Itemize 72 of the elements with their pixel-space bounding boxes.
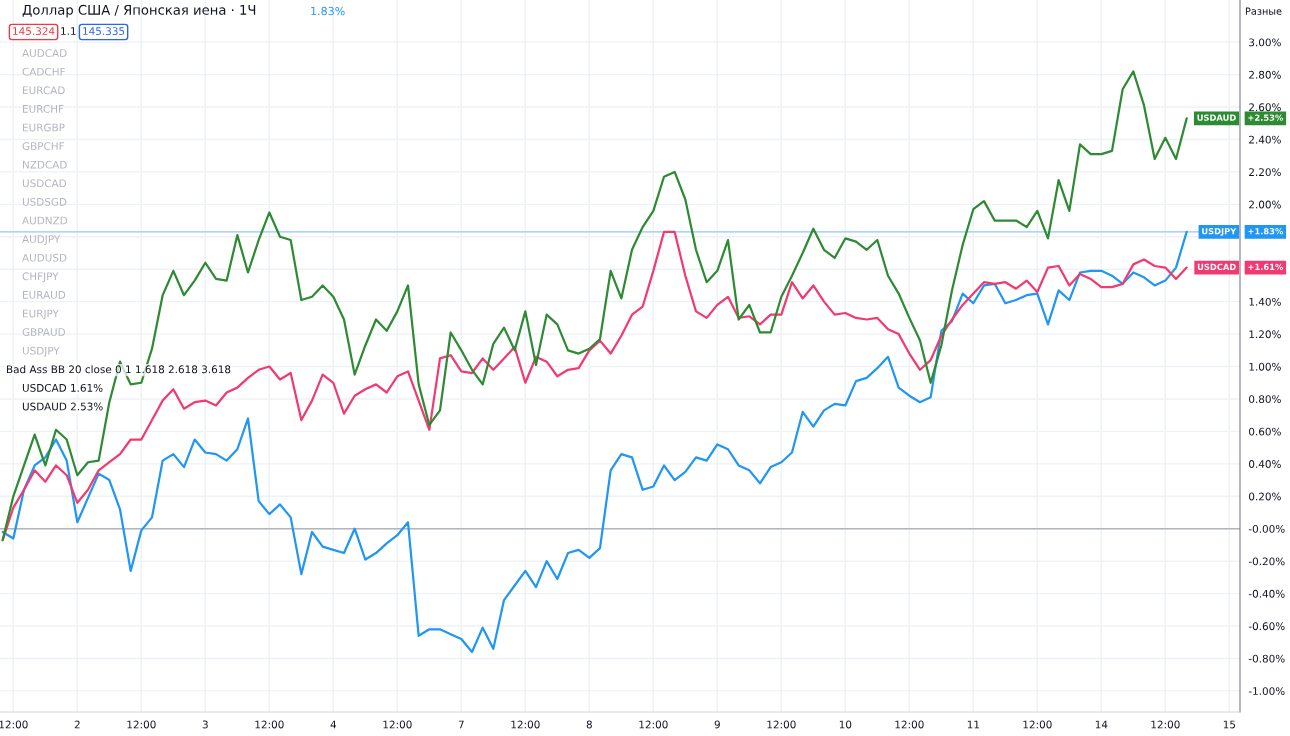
text: +1.61%	[1248, 263, 1284, 271]
annotation: AUDJPY	[22, 235, 61, 245]
x-tick-label: 12:00	[383, 720, 412, 729]
x-tick-label: 2	[74, 720, 80, 729]
text: +2.53%	[1248, 114, 1284, 121]
y-tick-label: 0.60%	[1249, 427, 1281, 436]
x-tick-label: 12:00	[0, 720, 28, 729]
text: Разные	[1245, 7, 1282, 15]
x-tick-label: 3	[202, 720, 208, 729]
annotation: USDCAD	[22, 179, 67, 188]
y-tick-label: 2.80%	[1249, 70, 1281, 79]
x-tick-label: 9	[714, 720, 720, 729]
x-tick-label: 12:00	[1023, 720, 1052, 729]
chart-title: Доллар США / Японская иена · 1Ч	[22, 4, 256, 18]
x-tick-label: 12:00	[127, 720, 156, 729]
annotation: 1.1	[61, 27, 76, 35]
annotation: EURCHF	[23, 104, 64, 113]
y-tick-label: 2.00%	[1249, 200, 1281, 209]
annotation: AUDCAD	[22, 49, 67, 58]
y-tick-label: -0.80%	[1248, 654, 1285, 663]
y-tick-label: 1.40%	[1249, 297, 1281, 306]
annotation: USDJPY	[22, 346, 60, 357]
legend-label: USDAUD	[1197, 114, 1236, 121]
annotation: 145.324	[13, 27, 55, 36]
y-tick-label: 2.60%	[1249, 103, 1281, 112]
y-tick-label: 2.40%	[1249, 135, 1281, 144]
annotation: USDCAD 1.61%	[22, 383, 103, 392]
x-tick-label: 7	[458, 720, 464, 729]
annotation: NZDCAD	[23, 160, 67, 169]
annotation: EURGBP	[23, 123, 65, 132]
annotation: 145.335	[83, 27, 125, 36]
y-tick-label: -0.40%	[1248, 589, 1285, 598]
y-tick-label: 0.40%	[1249, 460, 1281, 468]
annotation: GBPCHF	[22, 142, 64, 151]
x-tick-label: 12:00	[767, 720, 796, 729]
y-tick-label: -1.00%	[1248, 687, 1285, 696]
legend-label: USDCAD	[1197, 263, 1236, 271]
annotation: EURCAD	[23, 86, 65, 95]
annotation: 1.83%	[311, 6, 345, 16]
annotation: GBPAUD	[22, 328, 65, 337]
x-tick-label: 14	[1095, 720, 1108, 729]
text: +1.83%	[1248, 228, 1284, 235]
x-tick-label: 11	[967, 720, 979, 729]
x-tick-label: 12:00	[895, 720, 924, 729]
x-tick-label: 10	[839, 720, 852, 729]
legend-label: USDJPY	[1202, 228, 1237, 236]
y-tick-label: 3.00%	[1249, 38, 1281, 47]
annotation: EURJPY	[23, 309, 59, 320]
annotation: USDSGD	[22, 197, 67, 206]
y-tick-label: -0.00%	[1248, 524, 1285, 533]
annotation: EURAUD	[23, 291, 66, 299]
x-tick-label: 15	[1223, 720, 1236, 729]
annotation: CADCHF	[22, 67, 65, 76]
y-tick-label: -0.20%	[1248, 557, 1285, 566]
x-tick-label: 12:00	[639, 720, 668, 729]
annotation: CHFJPY	[22, 272, 59, 283]
y-tick-label: 2.20%	[1249, 168, 1281, 177]
annotation: AUDNZD	[22, 216, 68, 225]
line-series	[1, 230, 1188, 654]
x-tick-label: 12:00	[511, 720, 540, 729]
y-tick-label: 1.00%	[1249, 362, 1281, 371]
x-tick-label: 12:00	[1151, 720, 1180, 729]
annotation: USDAUD 2.53%	[22, 402, 103, 411]
annotation: AUDUSD	[22, 253, 67, 262]
y-tick-label: 0.80%	[1249, 395, 1281, 404]
annotation: Bad Ass BB 20 close 0 1 1.618 2.618 3.618	[7, 365, 231, 374]
x-tick-label: 4	[330, 720, 337, 729]
y-tick-label: 1.20%	[1249, 330, 1281, 339]
y-tick-label: 0.20%	[1249, 492, 1281, 501]
y-tick-label: -0.60%	[1248, 622, 1285, 631]
x-tick-label: 12:00	[255, 720, 284, 729]
x-tick-label: 8	[586, 720, 592, 729]
